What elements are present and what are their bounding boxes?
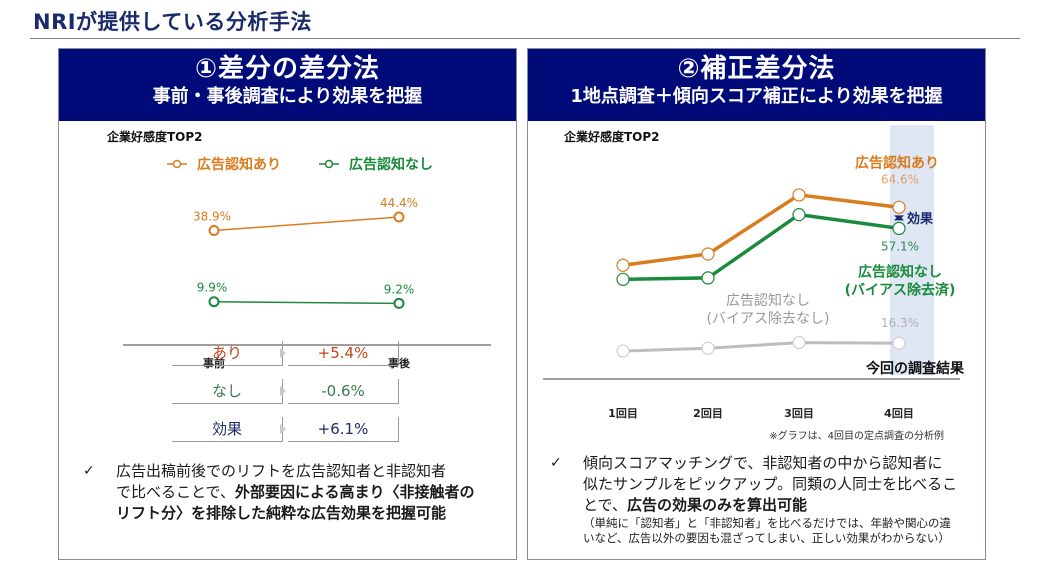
arrow-down-icon xyxy=(894,215,904,221)
desc-line: 似たサンプルをピックアップ。同類の人同士を比べるこ xyxy=(583,475,958,493)
desc-line: 傾向スコアマッチングで、非認知者の中から認知者に xyxy=(583,454,943,472)
summary-value: +5.4% xyxy=(288,341,399,366)
panel-subtitle: 事前・事後調査により効果を把握 xyxy=(152,86,423,107)
data-point xyxy=(701,341,715,355)
summary-row: あり +5.4% xyxy=(172,341,402,367)
series-label-unaware-raw: 広告認知なし xyxy=(726,292,810,309)
did-description: ✓ 広告出稿前後でのリフトを広告認知者と非認知者 で比べることで、外部要因による… xyxy=(83,461,503,531)
desc-note: いなど、広告以外の要因も混ざってしまい、正しい効果がわからない） xyxy=(583,531,950,545)
data-label: 38.9% xyxy=(193,210,231,224)
panel-header: ②補正差分法 1地点調査＋傾向スコア補正により効果を把握 xyxy=(528,49,985,121)
series-label-unaware-adjusted: (バイアス除去済) xyxy=(845,281,956,298)
x-tick-label: 事前 xyxy=(203,356,225,370)
data-point xyxy=(701,247,715,261)
check-icon: ✓ xyxy=(83,463,95,479)
data-point xyxy=(616,344,630,358)
page-title: NRIが提供している分析手法 xyxy=(33,10,312,34)
desc-note: （単純に「認知者」と「非認知者」を比べるだけでは、年齢や関心の違 xyxy=(583,516,951,530)
desc-line: 広告出稿前後でのリフトを広告認知者と非認知者 xyxy=(116,462,447,480)
x-tick-label: 4回目 xyxy=(884,406,914,420)
summary-value: -0.6% xyxy=(288,379,399,404)
legend-label: 広告認知あり xyxy=(197,156,281,173)
x-tick-label: 2回目 xyxy=(693,406,723,420)
data-label: 16.3% xyxy=(881,316,919,330)
data-point xyxy=(616,272,630,286)
series-line xyxy=(213,300,400,305)
series-line xyxy=(622,341,900,353)
series-label-aware: 広告認知あり xyxy=(855,154,939,171)
summary-label: あり xyxy=(172,341,283,366)
desc-line: とで、広告の効果のみを算出可能 xyxy=(583,496,807,514)
data-point xyxy=(393,211,405,223)
data-label: 57.1% xyxy=(881,239,919,253)
footnote: ※グラフは、4回目の定点調査の分析例 xyxy=(769,429,944,442)
summary-value: +6.1% xyxy=(288,417,399,442)
data-point xyxy=(792,208,806,222)
desc-line: で比べることで、外部要因による高まり〈非接触者の xyxy=(116,483,475,501)
desc-line: リフト分〉を排除した純粋な広告効果を把握可能 xyxy=(116,504,447,522)
highlight-label: 今回の調査結果 xyxy=(865,360,965,377)
panel-subtitle: 1地点調査＋傾向スコア補正により効果を把握 xyxy=(570,86,943,107)
summary-row: 効果 +6.1% xyxy=(172,417,402,443)
arrow-right-icon xyxy=(280,424,286,434)
highlight-band xyxy=(890,125,934,375)
chart-title: 企業好感度TOP2 xyxy=(563,129,660,144)
series-label-unaware-raw: (バイアス除去なし) xyxy=(707,311,830,327)
arrow-right-icon xyxy=(280,386,286,396)
title-divider xyxy=(30,38,1020,39)
data-point xyxy=(208,225,220,237)
panel-title: ②補正差分法 xyxy=(677,54,836,84)
data-point xyxy=(393,297,405,309)
data-point xyxy=(792,188,806,202)
legend-marker xyxy=(324,159,334,169)
x-tick-label: 1回目 xyxy=(608,406,638,420)
effect-label: 効果 xyxy=(907,211,933,227)
legend-marker xyxy=(172,159,182,169)
data-point xyxy=(616,258,630,272)
data-label: 9.2% xyxy=(384,282,415,296)
arrow-right-icon xyxy=(280,348,286,358)
series-line xyxy=(622,193,900,267)
x-tick-label: 事後 xyxy=(388,356,411,370)
legend-label: 広告認知なし xyxy=(349,156,433,173)
check-icon: ✓ xyxy=(550,455,562,471)
psm-line-chart: 企業好感度TOP2 1回目 2回目 3回目 4回目 ※グラフは、4回目の定点調査の分析例 6… xyxy=(543,125,965,442)
data-label: 9.9% xyxy=(197,281,228,295)
method-panel-psm: ②補正差分法 1地点調査＋傾向スコア補正により効果を把握 企業好感度TOP2 1回… xyxy=(527,48,986,560)
data-point xyxy=(892,221,906,236)
x-tick-label: 3回目 xyxy=(784,406,814,420)
psm-description: ✓ 傾向スコアマッチングで、非認知者の中から認知者に 似たサンプルをピックアップ… xyxy=(550,453,980,558)
data-label: 44.4% xyxy=(380,196,418,210)
series-label-unaware-adjusted: 広告認知なし xyxy=(858,263,942,280)
data-point xyxy=(208,296,220,308)
chart-title: 企業好感度TOP2 xyxy=(106,129,203,144)
data-point xyxy=(892,200,906,214)
method-panel-did: ①差分の差分法 事前・事後調査により効果を把握 企業好感度TOP2 広告認知あり広… xyxy=(58,48,517,560)
panel-header: ①差分の差分法 事前・事後調査により効果を把握 xyxy=(59,49,516,121)
panel-title: ①差分の差分法 xyxy=(194,54,380,84)
summary-label: 効果 xyxy=(172,417,283,442)
series-line xyxy=(622,212,900,282)
data-point xyxy=(892,336,906,350)
summary-label: なし xyxy=(172,379,283,404)
data-point xyxy=(792,335,806,350)
data-label: 64.6% xyxy=(881,172,919,186)
summary-row: なし -0.6% xyxy=(172,379,402,405)
data-point xyxy=(701,271,715,285)
series-line xyxy=(213,216,400,232)
